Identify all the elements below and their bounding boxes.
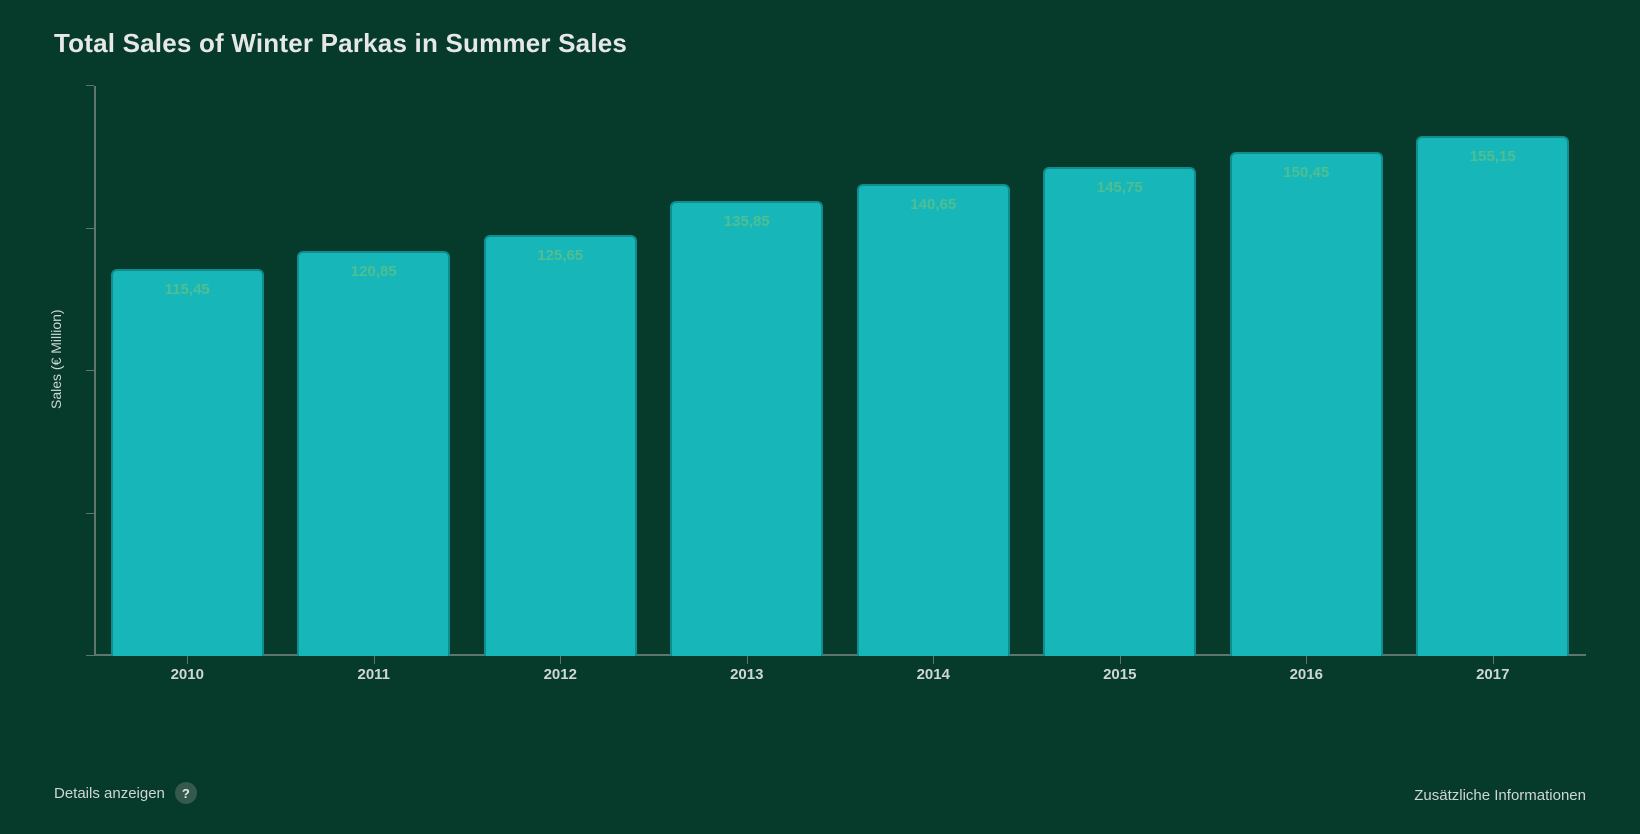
additional-info-link[interactable]: Zusätzliche Informationen xyxy=(1414,787,1586,804)
x-tick xyxy=(1493,656,1494,664)
bar: 120,85 xyxy=(297,251,450,656)
details-link-text: Details anzeigen xyxy=(54,785,165,802)
x-tick xyxy=(560,656,561,664)
bar-value-label: 135,85 xyxy=(724,213,770,230)
bar-value-label: 115,45 xyxy=(165,281,210,298)
bar: 155,15 xyxy=(1416,136,1569,656)
chart-title: Total Sales of Winter Parkas in Summer S… xyxy=(54,28,627,59)
plot-area: 115,45 120,85 125,65 135,85 140,65 145,75 150,… xyxy=(94,86,1586,656)
x-tick xyxy=(933,656,934,664)
bar: 115,45 xyxy=(111,269,264,656)
x-tick xyxy=(1306,656,1307,664)
bar-value-label: 120,85 xyxy=(351,263,397,280)
help-icon[interactable]: ? xyxy=(175,782,197,804)
y-tick xyxy=(86,513,94,514)
x-tick xyxy=(747,656,748,664)
bar-value-label: 150,45 xyxy=(1283,164,1329,181)
x-axis-label: 2012 xyxy=(544,666,577,683)
y-tick xyxy=(86,228,94,229)
x-axis-label: 2017 xyxy=(1476,666,1509,683)
bar: 140,65 xyxy=(857,184,1010,656)
bar: 125,65 xyxy=(484,235,637,656)
y-tick xyxy=(86,655,94,656)
x-axis-label: 2010 xyxy=(171,666,204,683)
x-tick xyxy=(1120,656,1121,664)
x-tick xyxy=(374,656,375,664)
y-tick xyxy=(86,370,94,371)
details-link[interactable]: Details anzeigen ? xyxy=(54,782,197,804)
x-axis-label: 2013 xyxy=(730,666,763,683)
x-axis-label: 2011 xyxy=(357,666,390,683)
bar-value-label: 125,65 xyxy=(537,247,583,264)
x-axis-label: 2016 xyxy=(1290,666,1323,683)
bar-value-label: 145,75 xyxy=(1097,179,1143,196)
x-labels-container: 2010 2011 2012 2013 2014 2015 2016 2017 xyxy=(94,666,1586,706)
y-tick xyxy=(86,85,94,86)
x-axis-label: 2015 xyxy=(1103,666,1136,683)
chart-canvas: Total Sales of Winter Parkas in Summer S… xyxy=(0,0,1640,834)
bar: 150,45 xyxy=(1230,152,1383,656)
x-axis-label: 2014 xyxy=(917,666,950,683)
x-tick xyxy=(187,656,188,664)
bars-container: 115,45 120,85 125,65 135,85 140,65 145,75 150,… xyxy=(94,86,1586,656)
bar-value-label: 155,15 xyxy=(1470,148,1516,165)
bar: 145,75 xyxy=(1043,167,1196,656)
y-axis-label: Sales (€ Million) xyxy=(48,309,64,409)
bar: 135,85 xyxy=(670,201,823,656)
bar-value-label: 140,65 xyxy=(910,196,956,213)
